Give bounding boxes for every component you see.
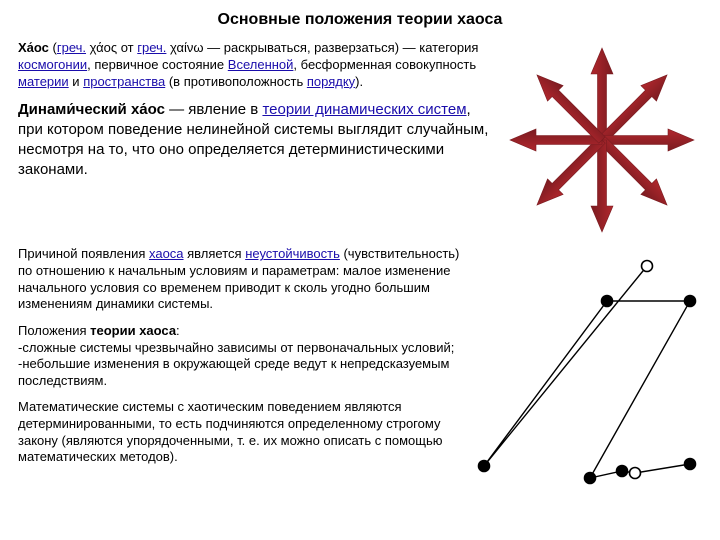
- txt: :: [176, 323, 180, 338]
- link-order[interactable]: порядку: [307, 74, 355, 89]
- link-chaos[interactable]: хаоса: [149, 246, 184, 261]
- link-matter[interactable]: материи: [18, 74, 69, 89]
- link-universe[interactable]: Вселенной: [228, 57, 294, 72]
- term-dynamic-chaos: Динами́ческий ха́ос: [18, 101, 165, 118]
- para-chaos-def: Ха́ос (греч. χάος от греч. χαίνω — раскр…: [18, 40, 494, 90]
- position-item-2: -небольшие изменения в окружающей среде …: [18, 356, 449, 388]
- txt: ).: [355, 74, 363, 89]
- col-trajectory-figure: [472, 246, 702, 506]
- term-chaos: Ха́ос: [18, 40, 49, 55]
- txt: , бесформенная совокупность: [293, 57, 476, 72]
- col-body-text: Причиной появления хаоса является неусто…: [18, 246, 464, 506]
- para-dynamic-chaos: Динами́ческий ха́ос — явление в теории д…: [18, 100, 494, 179]
- link-cosmogony[interactable]: космогонии: [18, 57, 87, 72]
- link-greek-2[interactable]: греч.: [137, 40, 166, 55]
- position-item-1: -сложные системы чрезвычайно зависимы от…: [18, 340, 454, 355]
- row-body: Причиной появления хаоса является неусто…: [18, 246, 702, 506]
- txt: χαίνω — раскрываться, разверзаться) — ка…: [166, 40, 478, 55]
- term-chaos-theory: теории хаоса: [90, 323, 176, 338]
- para-deterministic: Математические системы с хаотическим пов…: [18, 399, 464, 466]
- txt: является: [184, 246, 246, 261]
- row-intro: Ха́ос (греч. χάος от греч. χαίνω — раскр…: [18, 40, 702, 240]
- txt: Причиной появления: [18, 246, 149, 261]
- link-theory-dyn-systems[interactable]: теории динамических систем: [262, 101, 466, 118]
- para-cause: Причиной появления хаоса является неусто…: [18, 246, 464, 313]
- trajectory-diagram: [472, 246, 702, 506]
- txt: Положения: [18, 323, 90, 338]
- txt: и: [69, 74, 84, 89]
- txt: χάος от: [86, 40, 137, 55]
- txt: , первичное состояние: [87, 57, 228, 72]
- txt: (в противоположность: [165, 74, 307, 89]
- para-positions: Положения теории хаоса: -сложные системы…: [18, 323, 464, 390]
- col-chaos-star-figure: [502, 40, 702, 240]
- link-instability[interactable]: неустойчивость: [245, 246, 340, 261]
- col-intro-text: Ха́ос (греч. χάος от греч. χαίνω — раскр…: [18, 40, 494, 240]
- link-greek-1[interactable]: греч.: [57, 40, 86, 55]
- chaos-star-icon: [502, 40, 702, 240]
- txt: — явление в: [165, 101, 263, 118]
- page-title: Основные положения теории хаоса: [18, 10, 702, 30]
- txt: (: [49, 40, 57, 55]
- link-space[interactable]: пространства: [83, 74, 165, 89]
